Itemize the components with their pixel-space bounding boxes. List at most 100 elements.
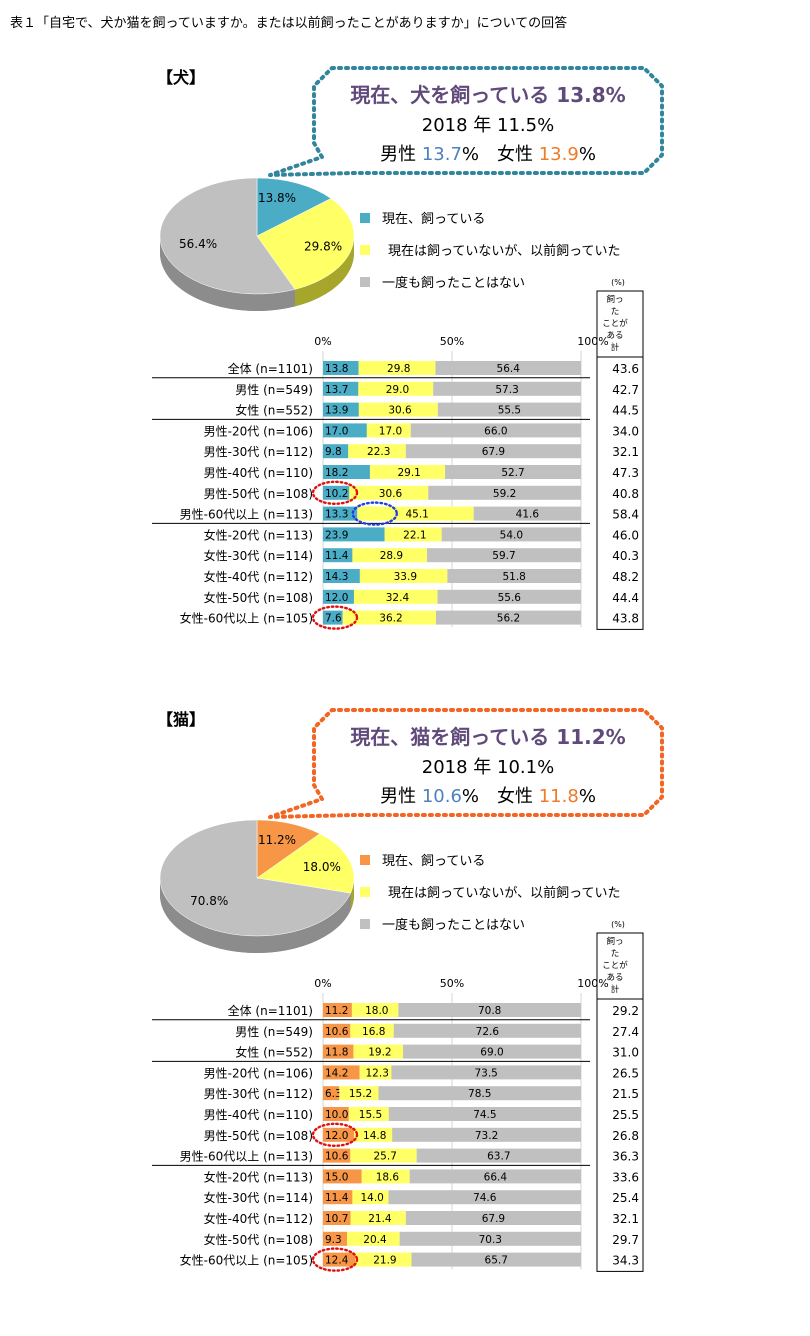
row-label: 男性-50代 (n=108) xyxy=(204,487,313,501)
ever-total-value: 47.3 xyxy=(612,466,639,480)
male-value: 13.7 xyxy=(422,144,462,165)
highlight-ellipse xyxy=(311,1122,359,1147)
row-label: 男性-50代 (n=108) xyxy=(204,1129,313,1143)
pie-side-never xyxy=(160,878,351,953)
bar-value-past: 25.7 xyxy=(374,1151,397,1163)
bar-value-never: 51.8 xyxy=(502,571,525,583)
bar-never xyxy=(428,485,581,500)
bar-past xyxy=(348,444,406,459)
bar-value-never: 78.5 xyxy=(468,1088,491,1100)
bar-past xyxy=(350,1148,417,1163)
legend-swatch-never xyxy=(360,919,370,929)
pie-slice-now xyxy=(256,819,321,879)
ever-total-value: 44.5 xyxy=(612,404,639,418)
legend-label-now: 現在、飼っている xyxy=(382,212,485,227)
bubble-gender-line: 男性 10.6% 女性 11.8% xyxy=(380,786,596,807)
bar-now xyxy=(323,548,353,563)
bar-now xyxy=(323,1231,347,1246)
bar-never xyxy=(388,1190,581,1205)
bar-value-past: 20.4 xyxy=(363,1234,387,1246)
row-label: 男性-30代 (n=112) xyxy=(204,1087,313,1101)
ever-total-value: 44.4 xyxy=(612,591,639,605)
bar-value-now: 9.8 xyxy=(325,446,342,458)
ever-table-frame xyxy=(596,290,644,630)
bar-past xyxy=(358,381,434,396)
bar-value-never: 54.0 xyxy=(500,529,523,541)
bar-never xyxy=(433,381,581,396)
bar-now xyxy=(323,1023,351,1038)
bar-now xyxy=(323,381,359,396)
pct-unit: (%) xyxy=(611,278,625,287)
bar-now xyxy=(323,361,359,375)
ever-total-value: 21.5 xyxy=(612,1087,639,1101)
cat-section: 【猫】 現在、猫を飼っている 11.2% 2018 年 10.1% 男性 10.6%… xyxy=(0,706,810,1336)
bar-value-now: 11.4 xyxy=(325,1192,349,1204)
bar-value-past: 15.2 xyxy=(349,1088,372,1100)
row-label: 男性 (n=549) xyxy=(235,383,313,397)
bar-value-never: 72.6 xyxy=(476,1026,500,1038)
row-label: 女性 (n=552) xyxy=(235,403,313,418)
bar-value-never: 66.0 xyxy=(484,425,507,437)
bar-never xyxy=(409,1169,581,1184)
speech-bubble xyxy=(268,708,664,819)
bubble-headline: 現在、猫を飼っている 11.2% xyxy=(350,725,625,749)
row-label: 女性-60代以上 (n=105) xyxy=(180,611,313,626)
female-value: 13.9 xyxy=(539,144,579,165)
bar-value-past: 28.9 xyxy=(380,550,403,562)
bar-value-now: 17.0 xyxy=(325,425,348,437)
row-label: 男性-40代 (n=110) xyxy=(204,1108,313,1122)
row-label: 男性-30代 (n=112) xyxy=(204,445,313,459)
bar-value-now: 13.7 xyxy=(325,384,348,396)
bar-value-now: 9.3 xyxy=(325,1234,342,1246)
bar-value-past: 29.0 xyxy=(386,384,409,396)
bar-now xyxy=(323,569,360,583)
bar-value-never: 67.9 xyxy=(482,1213,505,1225)
ever-header-line: 計 xyxy=(611,984,620,995)
ever-total-value: 34.3 xyxy=(612,1254,639,1268)
bar-value-now: 23.9 xyxy=(325,529,348,541)
bar-never xyxy=(426,548,581,563)
ever-total-value: 27.4 xyxy=(612,1025,639,1039)
bar-value-now: 14.3 xyxy=(325,571,348,583)
ever-header-line: 計 xyxy=(611,342,620,353)
bar-past xyxy=(361,1169,410,1184)
axis-tick: 100% xyxy=(577,977,608,990)
bar-value-past: 29.8 xyxy=(387,363,410,375)
bar-value-now: 12.0 xyxy=(325,592,348,604)
ever-header-line: ことが xyxy=(602,318,628,329)
bar-past xyxy=(359,1065,392,1080)
bar-value-never: 56.2 xyxy=(497,613,520,625)
bar-now xyxy=(323,444,349,459)
bar-never xyxy=(437,402,581,417)
legend-label-never: 一度も飼ったことはない xyxy=(382,917,525,933)
bar-value-never: 74.6 xyxy=(473,1192,497,1204)
row-label: 女性-50代 (n=108) xyxy=(204,590,313,605)
bar-value-past: 22.1 xyxy=(403,529,426,541)
legend-swatch-now xyxy=(360,213,370,223)
bar-value-past: 15.5 xyxy=(359,1109,382,1121)
bar-value-now: 7.6 xyxy=(325,613,342,625)
bar-value-past: 45.1 xyxy=(405,509,428,521)
row-label: 女性-20代 (n=113) xyxy=(204,527,313,542)
bar-past xyxy=(342,610,437,625)
bar-past xyxy=(352,1190,389,1205)
row-label: 女性-20代 (n=113) xyxy=(204,1169,313,1184)
ever-total-value: 32.1 xyxy=(612,1212,639,1226)
row-label: 女性-60代以上 (n=105) xyxy=(180,1253,313,1268)
legend-swatch-never xyxy=(360,277,370,287)
bar-past xyxy=(358,361,436,375)
male-pct: % xyxy=(462,786,497,807)
bar-never xyxy=(410,423,581,438)
dog-section-title: 【犬】 xyxy=(157,68,206,87)
bar-value-now: 12.0 xyxy=(325,1130,348,1142)
bar-value-never: 74.5 xyxy=(473,1109,496,1121)
pie-side-never xyxy=(160,236,295,311)
bar-value-never: 52.7 xyxy=(501,467,524,479)
bubble-2018-line: 2018 年 11.5% xyxy=(422,115,554,136)
bar-value-never: 59.2 xyxy=(493,488,516,500)
bar-value-never: 70.3 xyxy=(479,1234,502,1246)
bar-now xyxy=(323,1211,351,1225)
bar-value-now: 10.6 xyxy=(325,1151,349,1163)
male-pct: % xyxy=(462,144,497,165)
axis-tick: 50% xyxy=(440,335,464,348)
